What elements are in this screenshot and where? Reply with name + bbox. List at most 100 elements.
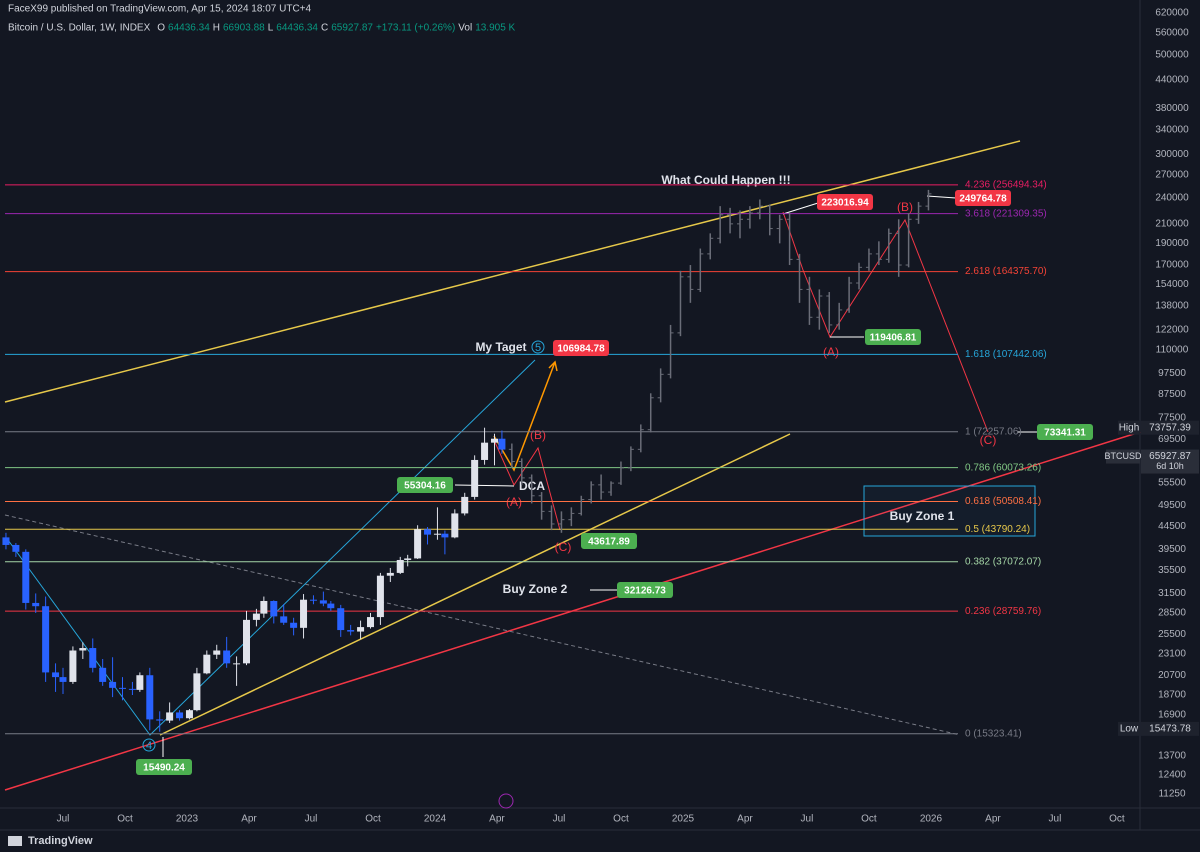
candle-body bbox=[99, 667, 107, 682]
x-tick-label: 2023 bbox=[176, 814, 199, 825]
annotation: My Taget bbox=[475, 340, 526, 354]
legend-change: +173.11 (+0.26%) bbox=[376, 23, 455, 34]
publisher: FaceX99 published on TradingView.com, Ap… bbox=[8, 4, 312, 15]
candle-body bbox=[146, 675, 154, 720]
price-callout-text: 119406.81 bbox=[870, 333, 917, 344]
price-callout-text: 43617.89 bbox=[588, 537, 630, 548]
x-tick-label: Oct bbox=[861, 814, 877, 825]
wave-label: (B) bbox=[897, 200, 913, 214]
y-tick-label: 380000 bbox=[1155, 103, 1189, 114]
y-tick-label: 620000 bbox=[1155, 8, 1189, 19]
candle-body bbox=[22, 551, 30, 603]
wave-label: (C) bbox=[555, 540, 572, 554]
annotation: Buy Zone 2 bbox=[503, 582, 568, 596]
brand-logo bbox=[8, 836, 22, 846]
candle-body bbox=[481, 442, 489, 460]
annotation: What Could Happen !!! bbox=[661, 173, 790, 187]
dashed-line bbox=[4, 514, 961, 736]
low-tag-key bbox=[1118, 721, 1140, 736]
candle-body bbox=[79, 648, 87, 651]
candle-body bbox=[396, 559, 404, 573]
y-tick-label: 138000 bbox=[1155, 300, 1189, 311]
legend-value: 64436.34 bbox=[276, 23, 318, 34]
candle-body bbox=[252, 613, 260, 620]
fib-label: 3.618 (221309.35) bbox=[965, 208, 1047, 219]
x-tick-label: 2024 bbox=[424, 814, 447, 825]
candle-body bbox=[89, 648, 97, 668]
brand: TradingView bbox=[28, 835, 93, 847]
candle-body bbox=[404, 558, 412, 560]
y-tick-label: 18700 bbox=[1158, 690, 1186, 701]
candle-body bbox=[433, 533, 441, 535]
candle-body bbox=[280, 616, 288, 623]
candle-body bbox=[52, 672, 60, 678]
y-tick-label: 560000 bbox=[1155, 27, 1189, 38]
candle-body bbox=[242, 619, 250, 664]
fib-label: 0.5 (43790.24) bbox=[965, 524, 1030, 535]
y-tick-label: 44500 bbox=[1158, 521, 1186, 532]
price-callout-text: 32126.73 bbox=[624, 586, 666, 597]
wave-label: (B) bbox=[530, 428, 546, 442]
price-callout bbox=[617, 582, 673, 598]
candle-body bbox=[290, 622, 298, 628]
y-tick-label: 77500 bbox=[1158, 413, 1186, 424]
connector bbox=[454, 484, 515, 487]
candle-body bbox=[119, 687, 127, 689]
y-tick-label: 49500 bbox=[1158, 500, 1186, 511]
candle-body bbox=[109, 681, 117, 688]
candle-body bbox=[166, 712, 174, 721]
connector bbox=[782, 202, 819, 215]
x-tick-label: 2026 bbox=[920, 814, 943, 825]
legend-value: 64436.34 bbox=[168, 23, 210, 34]
y-tick-label: 154000 bbox=[1155, 279, 1189, 290]
legend-key: L bbox=[268, 23, 274, 34]
low-tag bbox=[1141, 721, 1199, 736]
fib-label: 1.618 (107442.06) bbox=[965, 349, 1047, 360]
legend: Bitcoin / U.S. Dollar, 1W, INDEX O 64436.3… bbox=[8, 23, 516, 34]
legend-key: C bbox=[321, 23, 328, 34]
legend-key: Vol bbox=[458, 23, 472, 34]
x-tick-label: Jul bbox=[801, 814, 814, 825]
candle-body bbox=[376, 575, 384, 618]
y-tick-label: 55500 bbox=[1158, 478, 1186, 489]
last-price-tag bbox=[1141, 449, 1199, 474]
y-tick-label: 11250 bbox=[1158, 789, 1186, 800]
candle-body bbox=[327, 603, 335, 609]
y-tick-label: 300000 bbox=[1155, 149, 1189, 160]
x-tick-label: Jul bbox=[305, 814, 318, 825]
candle-body bbox=[42, 606, 50, 673]
candle-body bbox=[69, 650, 77, 682]
candle-body bbox=[461, 496, 469, 514]
trend-line bbox=[159, 433, 791, 736]
event-icon[interactable] bbox=[498, 793, 514, 809]
candle-body bbox=[414, 529, 422, 559]
candle-body bbox=[32, 602, 40, 607]
y-tick-label: 28500 bbox=[1158, 608, 1186, 619]
y-tick-label: 35500 bbox=[1158, 565, 1186, 576]
y-tick-label: 31500 bbox=[1158, 588, 1186, 599]
x-tick-label: Jul bbox=[553, 814, 566, 825]
candle-body bbox=[386, 572, 394, 576]
candle-body bbox=[319, 600, 327, 604]
candle-body bbox=[203, 654, 211, 674]
candle-body bbox=[213, 650, 221, 655]
candle-body bbox=[357, 627, 365, 632]
y-tick-label: 87500 bbox=[1158, 389, 1186, 400]
y-tick-label: 20700 bbox=[1158, 670, 1186, 681]
x-tick-label: Oct bbox=[1109, 814, 1125, 825]
legend-key: O bbox=[157, 23, 165, 34]
last-price-symbol: BTCUSD bbox=[1104, 451, 1142, 461]
price-callout bbox=[865, 329, 921, 345]
price-callout bbox=[581, 533, 637, 549]
x-tick-label: Oct bbox=[117, 814, 133, 825]
y-tick-label: 12400 bbox=[1158, 770, 1186, 781]
price-callout bbox=[397, 477, 453, 493]
price-callout-text: 55304.16 bbox=[404, 481, 446, 492]
countdown: 6d 10h bbox=[1156, 461, 1184, 471]
price-callout bbox=[817, 194, 873, 210]
fib-label: 0.382 (37072.07) bbox=[965, 556, 1041, 567]
candle-body bbox=[156, 719, 164, 721]
candle-body bbox=[223, 650, 231, 664]
candle-body bbox=[176, 712, 184, 719]
x-tick-label: Oct bbox=[613, 814, 629, 825]
